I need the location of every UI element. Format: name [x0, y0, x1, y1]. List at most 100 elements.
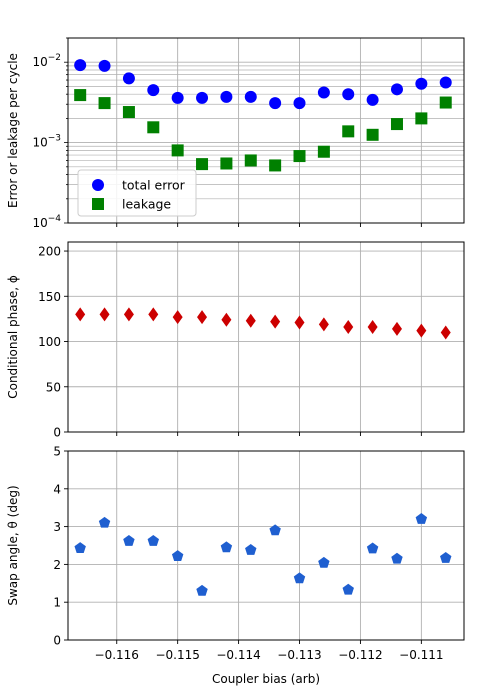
- leakage-point: [317, 145, 330, 158]
- y-tick-label: 0: [53, 426, 61, 440]
- legend-box: [77, 169, 197, 217]
- conditional-phase-point: [391, 321, 402, 336]
- x-axis-label: Coupler bias (arb): [212, 672, 320, 686]
- conditional-phase-point: [123, 307, 134, 322]
- y-tick-label: 0: [53, 634, 61, 648]
- total-error-point: [342, 88, 355, 101]
- conditional-phase-point: [245, 313, 256, 328]
- leakage-point: [98, 97, 111, 110]
- y-tick-label: 200: [38, 245, 61, 259]
- x-tick-label: −0.114: [216, 648, 260, 662]
- leakage-point: [342, 125, 355, 138]
- swap-angle-point: [269, 524, 281, 536]
- conditional-phase-point: [367, 320, 378, 335]
- total-error-point: [317, 86, 330, 99]
- total-error-point: [147, 84, 160, 97]
- y-tick-label: 50: [46, 380, 61, 394]
- y-tick-label: 100: [38, 335, 61, 349]
- swap-angle-point: [440, 551, 452, 563]
- swap-angle-point: [245, 544, 257, 555]
- y-tick-label: 3: [53, 520, 61, 534]
- leakage-point: [122, 106, 135, 119]
- legend-label-total-error: total error: [122, 178, 186, 193]
- leakage-point: [171, 144, 184, 157]
- y-tick-label: 10−3: [32, 134, 61, 150]
- swap-angle-point: [220, 541, 233, 553]
- x-tick-label: −0.115: [155, 648, 199, 662]
- total-error-point: [366, 93, 379, 106]
- total-error-point: [269, 97, 282, 110]
- legend-marker-leakage: [92, 198, 104, 210]
- swap-panel-ylabel: Swap angle, θ (deg): [6, 485, 20, 605]
- leakage-point: [269, 159, 282, 172]
- y-tick-label: 1: [53, 596, 61, 610]
- total-error-point: [122, 72, 135, 85]
- swap-angle-point: [342, 583, 354, 595]
- total-error-point: [220, 90, 233, 103]
- conditional-phase-point: [416, 323, 427, 338]
- swap-angle-point: [366, 542, 379, 554]
- total-error-point: [98, 59, 111, 72]
- total-error-point: [244, 90, 257, 103]
- y-tick-label: 2: [53, 558, 61, 572]
- x-tick-label: −0.113: [277, 648, 321, 662]
- conditional-phase-point: [440, 325, 451, 340]
- conditional-phase-point: [197, 310, 208, 325]
- y-tick-label: 10−4: [32, 214, 61, 230]
- y-tick-label: 5: [53, 445, 61, 459]
- conditional-phase-point: [294, 315, 305, 330]
- x-tick-label: −0.112: [338, 648, 382, 662]
- total-error-point: [293, 97, 306, 110]
- total-error-point: [171, 91, 184, 104]
- leakage-point: [390, 118, 403, 131]
- leakage-point: [74, 89, 87, 102]
- axes-frame: [67, 450, 465, 641]
- axes-frame: [67, 241, 465, 433]
- x-tick-label: −0.111: [399, 648, 443, 662]
- x-tick-label: −0.116: [95, 648, 139, 662]
- conditional-phase-point: [172, 310, 183, 325]
- swap-angle-point: [293, 572, 306, 584]
- swap-angle-point: [147, 534, 159, 546]
- legend-label-leakage: leakage: [122, 197, 171, 212]
- total-error-point: [439, 76, 452, 89]
- swap-angle-point: [98, 516, 111, 528]
- leakage-point: [293, 150, 306, 163]
- leakage-point: [439, 96, 452, 109]
- y-tick-label: 150: [38, 290, 61, 304]
- legend: total error leakage: [77, 169, 197, 217]
- conditional-phase-point: [99, 307, 110, 322]
- total-error-point: [196, 91, 209, 104]
- swap-angle-point: [74, 542, 86, 553]
- leakage-point: [220, 157, 233, 170]
- y-tick-label: 4: [53, 482, 61, 496]
- total-error-point: [390, 83, 403, 96]
- swap-angle-point: [196, 584, 208, 596]
- swap-angle-point: [123, 534, 135, 546]
- conditional-phase-point: [75, 307, 86, 322]
- conditional-phase-point: [270, 314, 281, 329]
- total-error-point: [415, 77, 428, 90]
- conditional-phase-point: [343, 320, 354, 335]
- swap-angle-point: [318, 556, 330, 568]
- conditional-phase-point: [221, 312, 232, 327]
- conditional-phase-point: [318, 317, 329, 332]
- swap-angle-point: [415, 513, 428, 524]
- error-panel-ylabel: Error or leakage per cycle: [6, 53, 20, 208]
- swap-angle-point: [391, 552, 403, 564]
- leakage-point: [196, 158, 209, 171]
- conditional-phase-point: [148, 307, 159, 322]
- leakage-point: [415, 112, 428, 125]
- leakage-point: [244, 154, 257, 167]
- conditional-phase-panel: 0 50 100 150 200 Conditional phase, ϕ: [6, 241, 465, 440]
- swap-angle-point: [171, 550, 184, 561]
- phase-panel-ylabel: Conditional phase, ϕ: [6, 275, 20, 399]
- swap-angle-panel: 0 1 2 3 4 5 −0.116 −0.115 −0.114 −0.113 −0.112 −0.…: [6, 445, 465, 686]
- legend-marker-total-error: [92, 179, 104, 191]
- leakage-point: [147, 121, 160, 134]
- total-error-point: [74, 59, 87, 72]
- axes-frame: [67, 37, 465, 224]
- y-tick-label: 10−2: [32, 53, 61, 69]
- error-leakage-panel: 10−410−310−2 Error or leakage per cycle …: [6, 37, 465, 230]
